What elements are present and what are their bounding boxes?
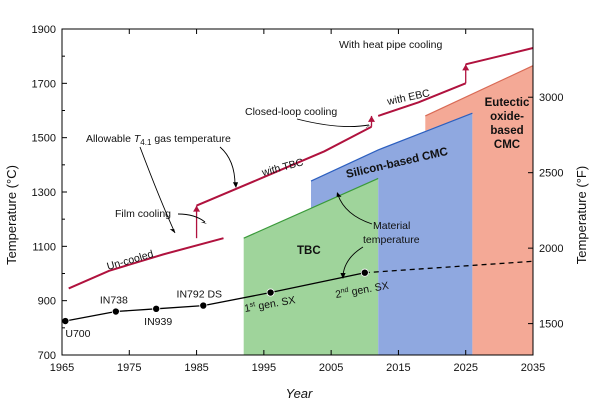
- closed-loop-arrow-line: [296, 118, 370, 128]
- gas-temp-segment-1: [196, 125, 372, 207]
- tbc-region-label: TBC: [297, 245, 321, 257]
- eutectic-region-label-4: CMC: [494, 139, 520, 151]
- x-tick-label-1: 1975: [117, 362, 141, 374]
- y-tick-label-2: 1100: [32, 241, 56, 253]
- gas-temp-segment-0: [68, 237, 224, 290]
- gas-temp-segment-2: [377, 82, 467, 117]
- film-cooling-arrow-line: [177, 213, 206, 223]
- alloy-point-1: [111, 307, 120, 316]
- alloy-point-3: [199, 301, 208, 310]
- film-cooling-label: Film cooling: [115, 208, 171, 220]
- region-silicon-based-cmc: [311, 113, 473, 355]
- closed-loop-arrow-head: [365, 124, 372, 128]
- x-axis-title: Year: [286, 386, 313, 401]
- alloy-trend: [61, 260, 534, 326]
- film-cooling-arrow-head: [200, 222, 207, 224]
- region-tbc: [243, 178, 379, 355]
- gas-temperature-lines: [68, 47, 534, 290]
- region-eutectic-oxide-based-cmc: [425, 65, 533, 355]
- x-tick-label-0: 1965: [50, 362, 74, 374]
- silicon-cmc-top-edge: [310, 112, 473, 182]
- allowable-arrow-2-line: [219, 146, 236, 186]
- alloy-label-1: IN738: [100, 295, 128, 307]
- with-tbc-label: with TBC: [260, 156, 305, 179]
- y-right-tick-label-3: 3000: [539, 92, 563, 104]
- alloy-trend-extension: [364, 260, 534, 274]
- alloy-point-0: [61, 317, 70, 326]
- y-axis-title-right: Temperature (°F): [574, 166, 589, 264]
- alloy-point-5: [360, 268, 369, 277]
- x-tick-label-4: 2005: [319, 362, 343, 374]
- y-tick-label-6: 1900: [32, 24, 56, 36]
- eutectic-region-label-2: oxide-: [490, 111, 524, 123]
- y-tick-label-5: 1700: [32, 78, 56, 90]
- material-temp-arrow-2-head: [340, 273, 346, 279]
- annotation-arrows: [139, 118, 373, 279]
- allowable-arrow-2-head: [232, 182, 239, 188]
- gas-temp-jump-arrowhead-1: [368, 115, 376, 122]
- un-cooled-label: Un-cooled: [106, 248, 155, 273]
- y-right-tick-label-0: 1500: [539, 319, 563, 331]
- material-temperature-label-1: Material: [373, 220, 410, 232]
- material-temperature-label-2: temperature: [363, 234, 420, 246]
- eutectic-region-label-3: based: [490, 125, 523, 137]
- eutectic-region-label-1: Eutectic: [485, 97, 530, 109]
- y-tick-label-3: 1300: [32, 187, 56, 199]
- y-tick-label-1: 900: [38, 296, 56, 308]
- alloy-label-3: IN792 DS: [177, 289, 223, 301]
- alloy-trend-line: [65, 272, 365, 322]
- gas-temp-segment-3: [465, 47, 534, 66]
- heat-pipe-cooling-label: With heat pipe cooling: [339, 39, 442, 51]
- allowable-arrow-1-head: [169, 229, 175, 233]
- x-tick-label-5: 2015: [386, 362, 410, 374]
- gas-temp-jump-arrowhead-0: [193, 205, 201, 212]
- y-right-tick-label-2: 2500: [539, 168, 563, 180]
- gas-temp-jump-arrowhead-2: [462, 64, 470, 71]
- material-temp-arrow-1-line: [337, 194, 373, 225]
- allowable-arrow-1-line: [139, 146, 176, 234]
- alloy-label-0: U700: [65, 328, 90, 340]
- alloy-labels: U700 IN738 IN939 IN792 DS: [65, 289, 222, 340]
- alloy-label-2: IN939: [144, 316, 172, 328]
- alloy-point-4: [266, 288, 275, 297]
- eutectic-top-edge: [425, 65, 534, 117]
- tbc-top-edge: [243, 177, 379, 239]
- x-tick-label-6: 2025: [453, 362, 477, 374]
- material-temp-arrow-2-line: [342, 246, 364, 276]
- material-temp-arrow-1-head: [336, 192, 342, 197]
- y-right-tick-label-1: 2000: [539, 243, 563, 255]
- x-tick-label-2: 1985: [184, 362, 208, 374]
- x-tick-label-7: 2035: [521, 362, 545, 374]
- allowable-gas-temp-label: Allowable T4.1 gas temperature: [86, 133, 231, 147]
- y-tick-label-4: 1500: [32, 133, 56, 145]
- y-tick-label-0: 700: [38, 350, 56, 362]
- alloy-point-2: [152, 304, 161, 313]
- axes: 1965 1975 1985 1995 2005 2015 2025 2035 700 900 11…: [32, 24, 564, 374]
- y-axis-title-left: Temperature (°C): [4, 165, 19, 265]
- material-regions: [243, 65, 534, 355]
- x-tick-label-3: 1995: [252, 362, 276, 374]
- closed-loop-cooling-label: Closed-loop cooling: [245, 106, 337, 118]
